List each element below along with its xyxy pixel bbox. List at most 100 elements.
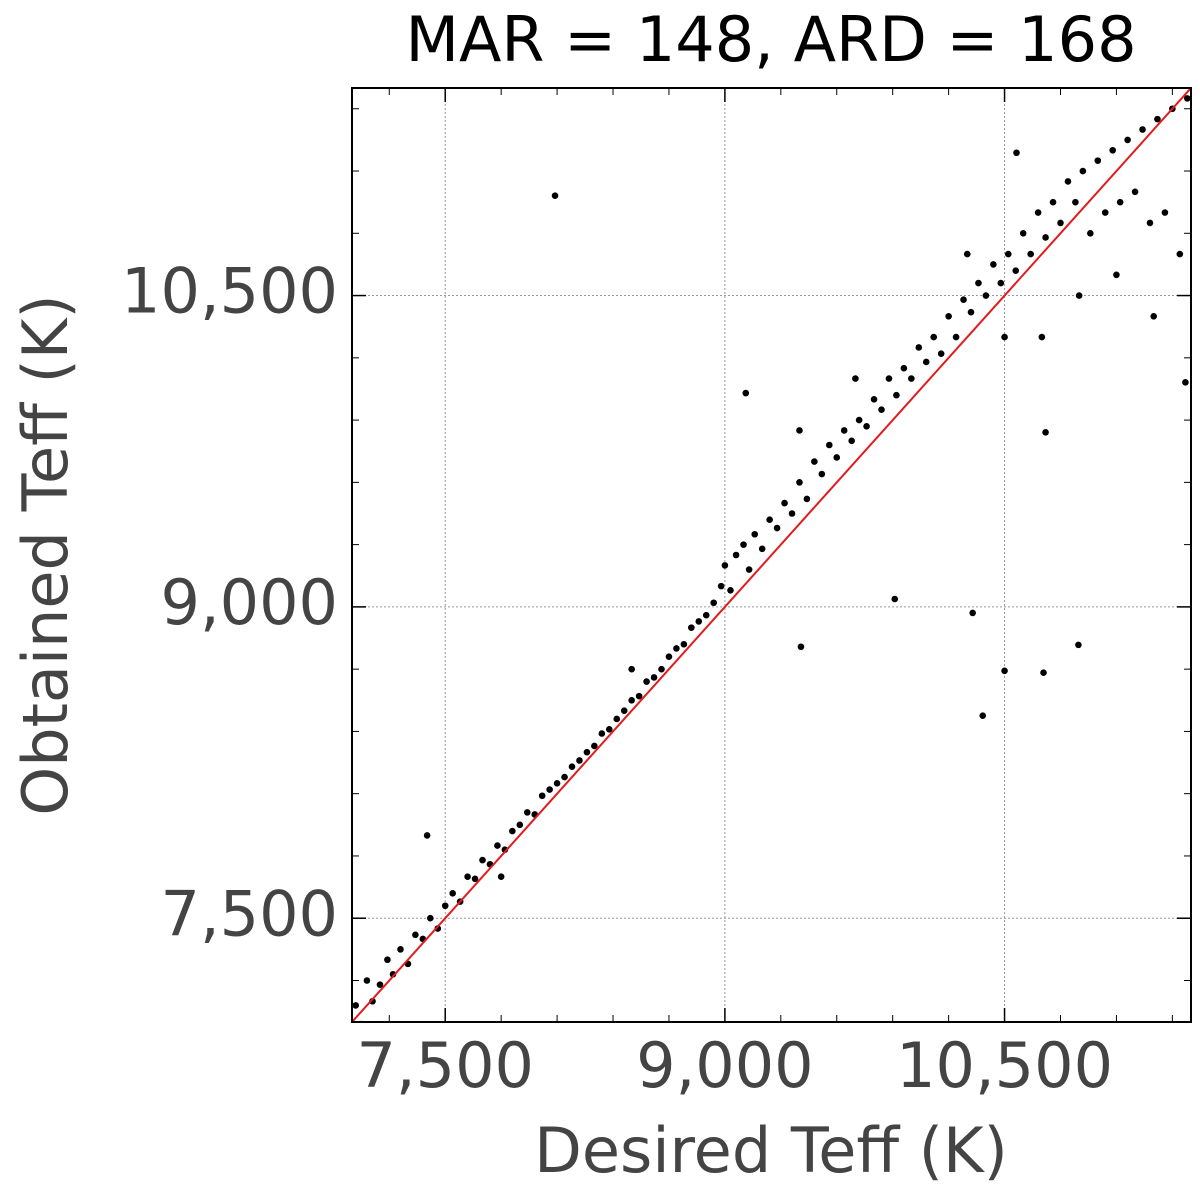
point (427, 914, 434, 922)
point (509, 827, 516, 835)
point (576, 757, 583, 764)
point (1161, 209, 1169, 216)
point (758, 545, 766, 553)
point (561, 773, 568, 781)
point (523, 809, 531, 816)
point (546, 786, 553, 793)
point (1042, 234, 1049, 241)
point (922, 358, 930, 366)
point (1075, 292, 1083, 299)
point (797, 643, 805, 651)
point (471, 875, 479, 883)
point (1124, 136, 1131, 144)
point (1116, 198, 1124, 206)
point (384, 956, 391, 964)
point (1001, 333, 1008, 341)
point (1040, 669, 1047, 676)
point (1109, 146, 1116, 154)
point (695, 618, 703, 625)
point (727, 586, 734, 594)
point (605, 726, 613, 733)
point (891, 595, 899, 603)
point (900, 364, 908, 372)
point (969, 609, 976, 617)
point (1012, 267, 1020, 274)
point (449, 890, 456, 897)
point (516, 821, 524, 829)
point (960, 296, 967, 304)
point (915, 344, 923, 351)
point (680, 640, 688, 648)
point (1019, 229, 1027, 237)
x-tick-label: 10,500 (896, 1029, 1113, 1102)
point (796, 479, 803, 486)
point (688, 624, 695, 631)
point (538, 792, 546, 800)
point (598, 730, 606, 737)
point (635, 692, 643, 700)
point (937, 350, 945, 357)
point (740, 541, 747, 548)
point (848, 437, 855, 445)
point (818, 470, 826, 478)
point (1182, 379, 1189, 386)
point (352, 1002, 360, 1009)
y-axis-label: Obtained Teff (K) (9, 294, 82, 815)
point (975, 279, 982, 287)
point (788, 510, 796, 517)
point (1004, 250, 1012, 258)
point (721, 562, 729, 569)
point (717, 582, 725, 590)
point (878, 406, 885, 414)
point (1057, 219, 1064, 227)
point (628, 696, 635, 704)
point (1042, 429, 1049, 436)
point (1154, 115, 1161, 123)
point (479, 856, 486, 864)
point (1049, 198, 1057, 206)
chart-title: MAR = 148, ARD = 168 (405, 3, 1136, 76)
point (591, 742, 598, 750)
point (852, 375, 859, 382)
point (908, 375, 915, 382)
point (751, 530, 759, 538)
point (1139, 126, 1146, 133)
point (870, 396, 878, 403)
point (613, 715, 621, 723)
point (497, 873, 505, 881)
point (796, 427, 803, 434)
point (855, 416, 863, 424)
point (863, 423, 870, 430)
point (620, 707, 628, 714)
point (742, 389, 750, 397)
point (1001, 667, 1008, 675)
point (441, 902, 449, 910)
point (628, 665, 635, 673)
point (840, 427, 848, 434)
point (825, 441, 833, 449)
point (781, 499, 788, 507)
point (990, 261, 997, 268)
point (1087, 229, 1094, 237)
point (1183, 95, 1191, 102)
point (803, 495, 811, 503)
point (583, 748, 591, 756)
point (376, 981, 384, 988)
point (673, 645, 680, 652)
point (997, 279, 1005, 287)
point (643, 678, 650, 685)
point (967, 308, 975, 316)
point (464, 873, 471, 881)
point (1013, 149, 1020, 157)
diagonal-line (352, 88, 1191, 1022)
point (568, 763, 576, 771)
point (1146, 219, 1154, 227)
point (930, 333, 938, 341)
point (833, 454, 841, 461)
point (710, 599, 718, 607)
plot-frame (351, 87, 1192, 1023)
point (1064, 178, 1072, 185)
point (1150, 313, 1158, 320)
point (982, 292, 990, 299)
y-tick-label: 9,000 (161, 566, 339, 639)
